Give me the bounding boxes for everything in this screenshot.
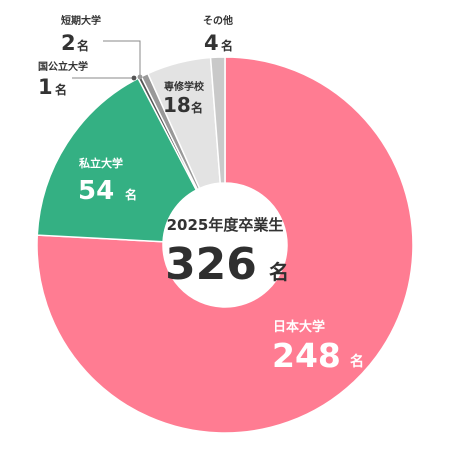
- label-nihon-name: 日本大学: [273, 319, 325, 335]
- label-sonota-name: その他: [203, 14, 233, 27]
- center-unit: 名: [269, 260, 289, 284]
- label-shiritsu-name: 私立大学: [79, 156, 123, 170]
- label-kokkouritsu-unit: 名: [55, 82, 67, 97]
- label-shiritsu-unit: 名: [125, 187, 137, 202]
- label-tanki-unit: 名: [77, 38, 89, 53]
- label-senshu-name: 専修学校: [164, 80, 205, 93]
- label-kokkouritsu-value: 1: [38, 75, 53, 99]
- label-tanki-name: 短期大学: [61, 14, 101, 27]
- label-shiritsu-value: 54: [78, 176, 114, 206]
- label-kokkouritsu: 国公立大学 1 名: [38, 60, 88, 99]
- label-sonota-unit: 名: [221, 38, 233, 53]
- center-title: 2025年度卒業生: [167, 216, 284, 234]
- label-sonota-value: 4: [204, 31, 219, 55]
- label-senshu: 専修学校 18 名: [163, 80, 205, 117]
- center-hole: [163, 183, 287, 307]
- leader-dot-tanki: [137, 74, 143, 80]
- label-nihon: 日本大学 248 名: [272, 319, 364, 375]
- label-tanki-value: 2: [61, 31, 76, 55]
- label-nihon-value: 248: [272, 336, 341, 375]
- label-tanki: 短期大学 2 名: [61, 14, 101, 55]
- leader-line-tanki: [103, 40, 141, 76]
- label-senshu-unit: 名: [191, 100, 203, 115]
- label-sonota: その他 4 名: [203, 14, 233, 55]
- center-total: 326: [165, 239, 257, 290]
- label-nihon-unit: 名: [350, 353, 364, 370]
- leader-dot-kokkouritsu: [131, 75, 137, 81]
- label-kokkouritsu-name: 国公立大学: [38, 60, 88, 73]
- label-senshu-value: 18: [163, 93, 191, 117]
- label-shiritsu: 私立大学 54 名: [78, 156, 137, 206]
